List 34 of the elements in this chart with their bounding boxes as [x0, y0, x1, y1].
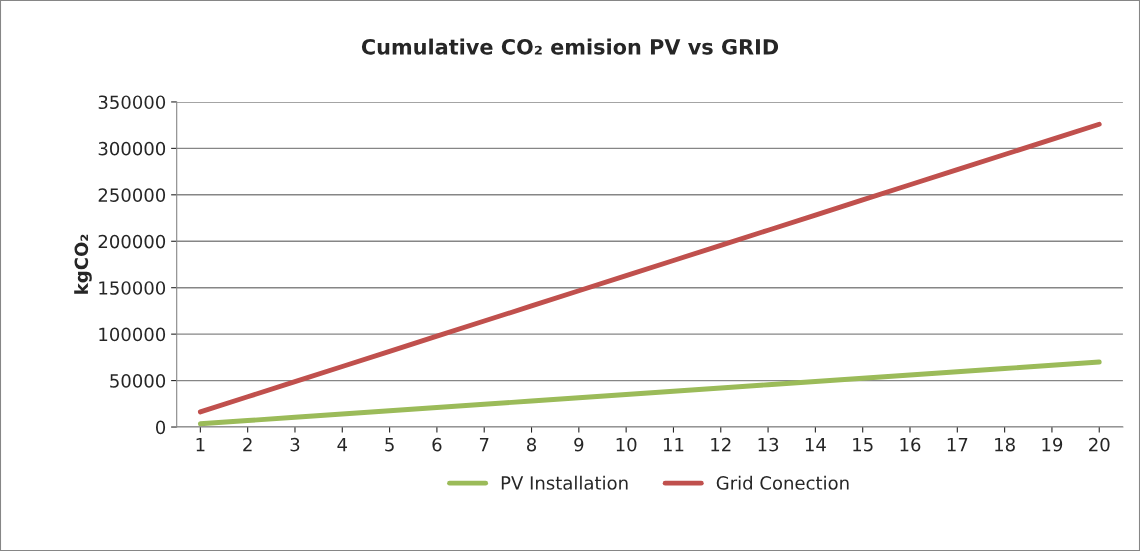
x-tick-label: 18	[995, 437, 1015, 452]
x-tick-label: 10	[616, 437, 637, 452]
x-tick-label: 2	[243, 437, 252, 452]
y-tick-label: 250000	[98, 188, 166, 202]
x-tick-label: 17	[947, 438, 968, 452]
x-tick-label: 16	[900, 437, 921, 452]
x-tick-label: 12	[711, 437, 731, 452]
line-series	[197, 359, 1102, 427]
y-tick-label: 0	[155, 420, 166, 435]
x-tick-label: 11	[663, 438, 684, 452]
x-tick-label: 7	[479, 438, 489, 452]
x-tick-label: 5	[385, 438, 394, 452]
y-tick-label: 300000	[98, 141, 166, 156]
y-tick-label: 200000	[98, 234, 166, 249]
y-axis-title: kgCO₂	[74, 234, 92, 294]
x-tick-label: 14	[805, 438, 826, 452]
y-tick-label: 150000	[99, 281, 166, 295]
x-tick-label: 9	[574, 437, 584, 452]
x-tick-label: 1	[196, 438, 205, 452]
line-series	[197, 121, 1102, 415]
x-tick-label: 3	[290, 437, 300, 452]
legend-label: PV Installation	[501, 475, 628, 490]
y-tick-label: 100000	[99, 327, 166, 342]
y-tick-label: 350000	[98, 95, 166, 110]
x-tick-label: 13	[758, 437, 779, 452]
x-tick-label: 4	[337, 438, 348, 452]
x-tick-label: 8	[527, 437, 537, 452]
x-tick-label: 20	[1089, 437, 1110, 452]
x-tick-label: 15	[853, 438, 873, 452]
legend-label: Grid Conection	[716, 475, 849, 490]
chart-title: Cumulative CO₂ emision PV vs GRID	[361, 38, 779, 55]
y-tick-label: 50000	[110, 374, 166, 388]
x-tick-label: 19	[1042, 437, 1063, 452]
x-tick-label: 6	[432, 437, 442, 452]
